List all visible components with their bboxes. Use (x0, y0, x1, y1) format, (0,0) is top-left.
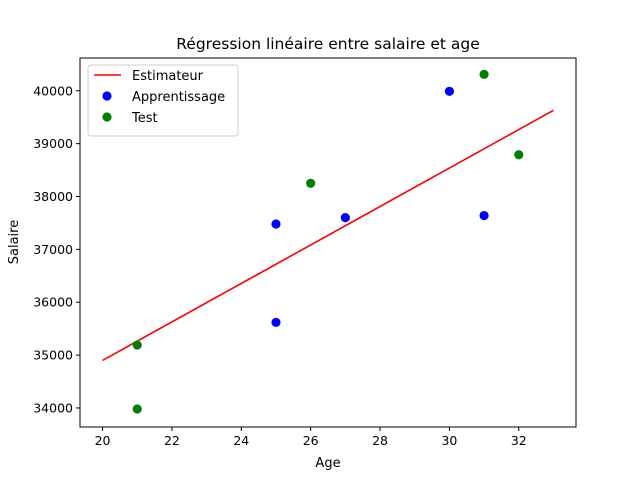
series-line-estimateur (102, 109, 554, 362)
x-tick-label-0: 20 (95, 433, 111, 448)
plot-frame (79, 57, 577, 428)
y-axis-label: Salaire (7, 220, 22, 264)
y-tick-label-2: 36000 (33, 295, 73, 310)
legend-box (87, 64, 239, 137)
y-tick-label-5: 39000 (33, 136, 73, 151)
point-apprentissage-3 (444, 86, 454, 96)
point-apprentissage-2 (340, 213, 350, 223)
y-tick-label-6: 40000 (33, 83, 73, 98)
point-test-1 (132, 404, 142, 414)
x-tick-label-6: 32 (511, 433, 527, 448)
point-test-3 (479, 69, 489, 79)
point-apprentissage-0 (271, 219, 281, 229)
y-tick-label-0: 34000 (33, 400, 73, 415)
legend-label-test: Test (131, 111, 158, 126)
x-axis-ticks: 20 22 24 26 28 30 32 (95, 427, 527, 448)
x-tick-label-1: 22 (164, 433, 180, 448)
legend-swatch-apprentissage (102, 91, 112, 101)
point-test-0 (132, 340, 142, 350)
point-test-2 (306, 178, 316, 188)
legend-swatch-test (102, 112, 112, 122)
x-axis-label: Age (315, 456, 340, 471)
legend-label-estimateur: Estimateur (132, 69, 204, 84)
y-tick-label-3: 37000 (33, 242, 73, 257)
point-test-4 (514, 150, 524, 160)
legend-label-apprentissage: Apprentissage (132, 90, 225, 105)
chart-title: Régression linéaire entre salaire et age (176, 35, 480, 53)
x-tick-label-3: 26 (303, 433, 319, 448)
legend: Estimateur Apprentissage Test (87, 64, 239, 137)
point-apprentissage-1 (271, 317, 281, 327)
point-apprentissage-4 (479, 210, 489, 221)
x-tick-label-2: 24 (233, 433, 249, 448)
y-tick-label-4: 38000 (33, 189, 73, 204)
y-axis-ticks: 34000 35000 36000 37000 38000 39000 40000 (33, 83, 80, 415)
axes (79, 57, 577, 428)
x-tick-label-5: 30 (441, 433, 457, 448)
plot-area (102, 69, 554, 414)
y-tick-label-1: 35000 (33, 348, 73, 363)
x-tick-label-4: 28 (372, 433, 388, 448)
